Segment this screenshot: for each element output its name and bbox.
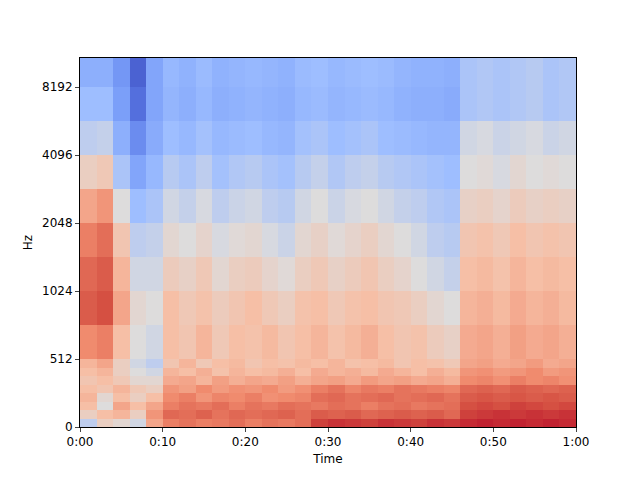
svg-text:0:00: 0:00 — [67, 435, 94, 449]
svg-text:0:30: 0:30 — [315, 435, 342, 449]
svg-text:1:00: 1:00 — [563, 435, 590, 449]
svg-text:0: 0 — [65, 420, 73, 434]
svg-text:0:20: 0:20 — [232, 435, 259, 449]
svg-text:4096: 4096 — [42, 148, 73, 162]
svg-text:8192: 8192 — [42, 80, 73, 94]
svg-text:2048: 2048 — [42, 216, 73, 230]
svg-text:0:40: 0:40 — [397, 435, 424, 449]
svg-text:0:50: 0:50 — [480, 435, 507, 449]
svg-text:Time: Time — [312, 452, 342, 466]
svg-text:512: 512 — [50, 352, 73, 366]
svg-text:0:10: 0:10 — [149, 435, 176, 449]
svg-text:Hz: Hz — [21, 235, 35, 250]
svg-text:1024: 1024 — [42, 284, 73, 298]
